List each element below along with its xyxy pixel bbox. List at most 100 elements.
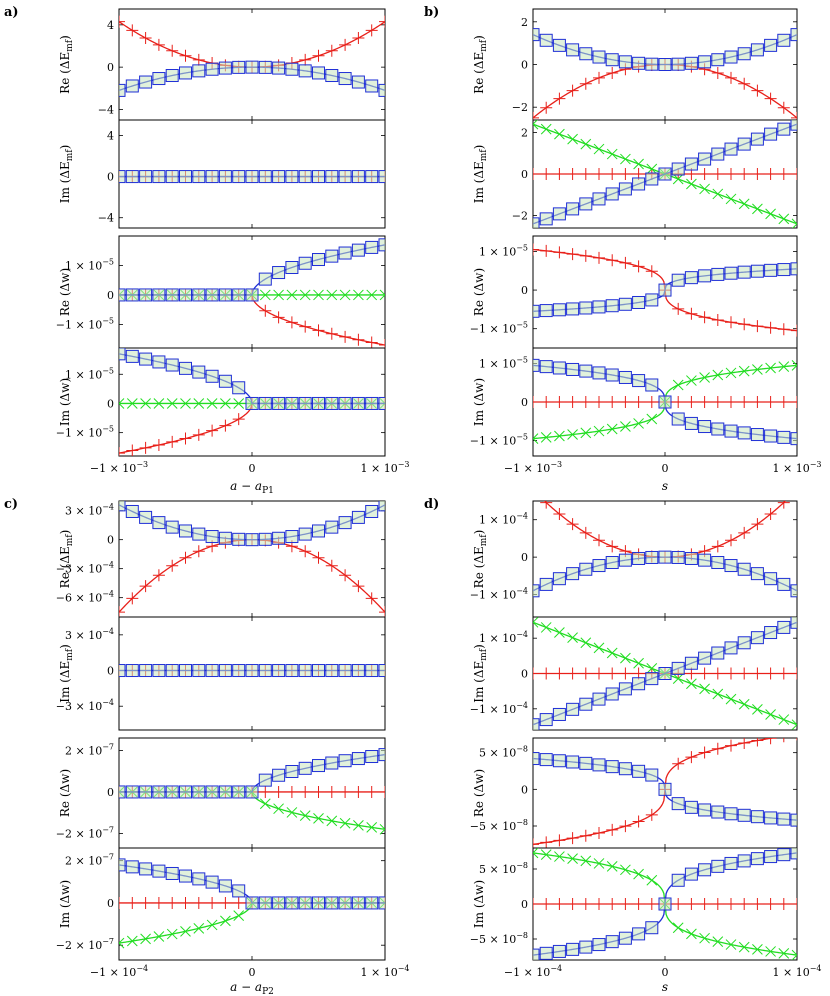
red-marker [606,823,619,836]
y-tick-label: −2 × 10−7 [56,937,114,952]
blue-marker [152,516,166,530]
blue-marker [764,263,778,277]
red-marker [751,738,764,747]
red-marker [352,333,365,346]
red-marker [352,580,365,593]
green-marker [752,203,763,215]
x-tick-label: −1 × 10−3 [504,460,562,475]
green-marker [540,432,552,443]
red-marker [593,826,605,839]
blue-marker [378,83,385,97]
blue-marker [298,64,312,78]
blue-marker [312,170,325,184]
blue-marker [152,664,166,678]
y-tick-label: 0 [107,289,114,302]
red-marker [119,606,125,617]
y-tick-label: 0 [107,61,114,74]
green-marker [299,289,311,301]
y-axis-label: Re (ΔEmf) [58,530,75,589]
blue-marker [645,921,659,935]
blue-marker [218,61,232,75]
red-marker [232,896,245,909]
red-marker [339,785,352,798]
blue-marker [750,631,764,645]
red-marker [179,896,192,909]
red-marker [619,898,632,910]
red-marker [619,256,632,269]
blue-marker [139,75,153,89]
blue-marker [351,752,365,766]
red-marker [259,785,272,798]
green-marker [738,698,750,710]
subplot-3: 5 × 10−8 0 −5 × 10−8Re (Δw) [470,737,798,849]
red-marker [339,569,352,582]
red-marker [632,396,645,408]
blue-marker [777,577,791,591]
blue-marker [165,520,179,534]
blue-marker [724,807,738,821]
blue-marker [724,641,738,655]
red-marker [325,559,338,572]
green-marker [738,365,750,377]
green-marker [366,822,378,833]
blue-marker [351,75,365,89]
blue-marker [338,396,352,410]
green-marker [778,213,790,225]
blue-marker [378,896,385,910]
blue-marker [632,374,646,388]
blue-marker [658,550,672,564]
blue-marker [618,55,632,69]
green-marker [567,133,578,145]
blue-series [119,501,385,547]
green-marker [220,398,231,409]
blue-marker [272,768,286,782]
red-marker [379,606,385,617]
x-axis-label: a − aP2 [230,980,274,996]
green-marker [567,853,578,864]
green-marker [286,807,298,818]
blue-series [533,617,797,730]
red-marker [206,424,219,437]
blue-marker [632,677,646,691]
blue-marker [312,896,325,910]
red-marker [166,435,179,448]
plot-area [533,28,797,120]
red-marker [711,168,724,180]
red-marker [119,896,125,909]
red-marker [738,318,751,331]
blue-marker [285,396,299,410]
red-marker [219,896,232,909]
y-axis-label: Im (ΔEmf) [472,145,489,204]
blue-marker [165,170,179,184]
blue-marker [232,170,246,184]
blue-marker [618,762,632,776]
blue-marker [258,170,272,184]
red-marker [777,501,790,509]
blue-marker [179,170,192,184]
blue-marker [605,53,619,67]
red-marker [725,667,737,680]
blue-marker [258,60,272,74]
y-tick-label: −5 × 10−8 [470,818,528,833]
green-marker [379,289,385,301]
blue-marker [192,170,206,184]
y-tick-label: 0 [107,897,114,910]
blue-marker [285,896,299,910]
subplot-2: 4 0 −4 Im (ΔEmf) [58,119,386,229]
blue-marker [232,785,246,799]
red-marker [365,24,378,37]
green-marker [606,148,618,160]
green-marker [299,810,311,821]
blue-marker [378,396,385,410]
blue-marker [125,860,139,874]
red-marker [764,667,777,680]
red-marker [272,311,285,324]
red-marker [126,444,139,456]
green-marker [593,642,605,654]
y-tick-label: 4 [107,19,114,32]
y-axis-label: Im (Δw) [58,378,72,426]
green-marker [646,663,658,674]
red-marker [527,484,539,496]
blue-marker [218,664,232,678]
blue-marker [351,510,365,524]
